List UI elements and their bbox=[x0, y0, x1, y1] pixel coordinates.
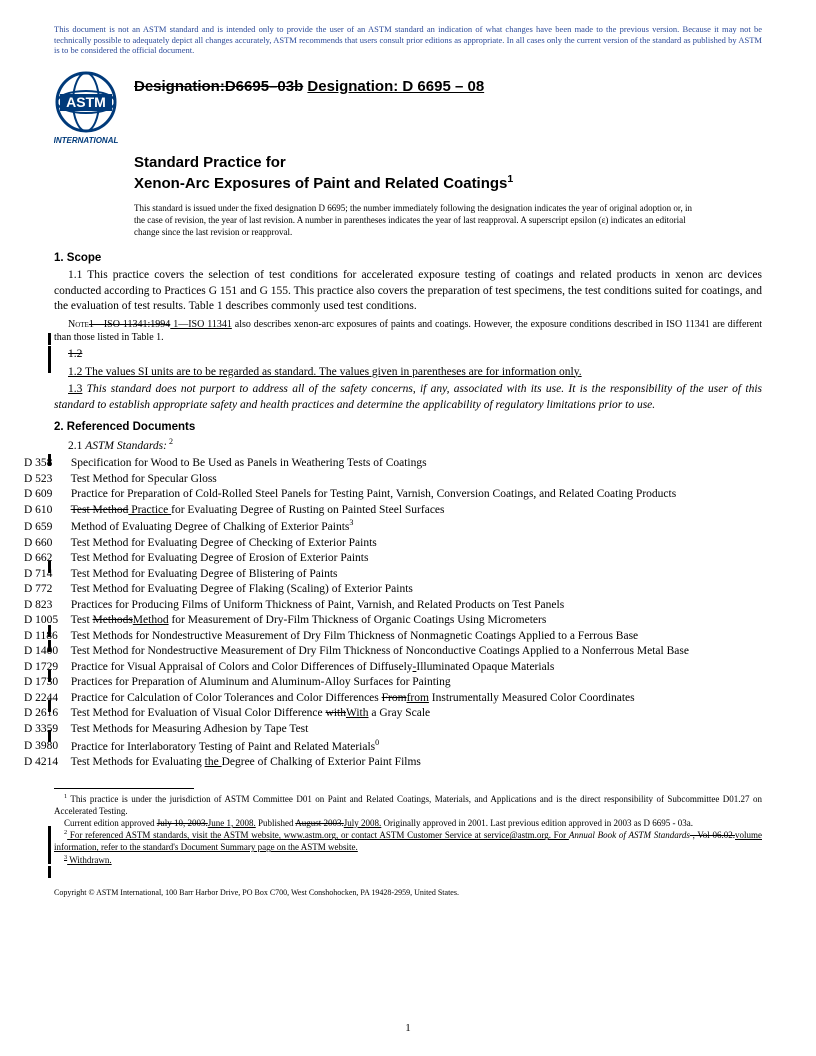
revision-bar bbox=[48, 454, 51, 466]
reference-item: D 1186 Test Methods for Nondestructive M… bbox=[68, 629, 762, 645]
revision-bar bbox=[48, 866, 51, 878]
reference-item: D 610 Test Method Practice for Evaluatin… bbox=[68, 503, 762, 519]
revision-bar bbox=[48, 561, 51, 573]
revision-bar bbox=[48, 640, 51, 652]
scope-1-1: 1.1 This practice covers the selection o… bbox=[54, 268, 762, 315]
title-block: Standard Practice for Xenon-Arc Exposure… bbox=[134, 154, 762, 194]
note-1: Note1—ISO 11341:1994 1—ISO 11341 also de… bbox=[54, 318, 762, 344]
reference-item: D 1005 Test MethodsMethod for Measuremen… bbox=[68, 613, 762, 629]
reference-list: D 358 Specification for Wood to Be Used … bbox=[68, 456, 762, 770]
revision-bar bbox=[48, 625, 51, 637]
reference-item: D 3980 Practice for Interlaboratory Test… bbox=[68, 738, 762, 755]
top-disclaimer: This document is not an ASTM standard an… bbox=[54, 24, 762, 56]
issued-note: This standard is issued under the fixed … bbox=[134, 203, 694, 238]
svg-text:INTERNATIONAL: INTERNATIONAL bbox=[54, 136, 118, 145]
reference-item: D 358 Specification for Wood to Be Used … bbox=[68, 456, 762, 472]
revision-bar bbox=[48, 333, 51, 345]
reference-item: D 823 Practices for Producing Films of U… bbox=[68, 598, 762, 614]
refs-2-1: 2.1 ASTM Standards: 2 bbox=[54, 437, 762, 454]
copyright-line: Copyright © ASTM International, 100 Barr… bbox=[54, 888, 762, 897]
designation-line: Designation:D6695–03b Designation: D 669… bbox=[134, 78, 484, 95]
reference-item: D 659 Method of Evaluating Degree of Cha… bbox=[68, 518, 762, 535]
reference-item: D 1730 Practices for Preparation of Alum… bbox=[68, 675, 762, 691]
footnote-3: 3 Withdrawn. bbox=[54, 854, 762, 867]
revision-bar bbox=[48, 838, 51, 864]
page-number: 1 bbox=[0, 1022, 816, 1034]
old-designation: Designation:D6695–03b bbox=[134, 78, 303, 95]
reference-item: D 1400 Test Method for Nondestructive Me… bbox=[68, 644, 762, 660]
title-line-2: Xenon-Arc Exposures of Paint and Related… bbox=[134, 173, 762, 194]
revision-bar bbox=[48, 346, 51, 373]
reference-item: D 2616 Test Method for Evaluation of Vis… bbox=[68, 706, 762, 722]
reference-item: D 2244 Practice for Calculation of Color… bbox=[68, 691, 762, 707]
astm-logo: ASTM INTERNATIONAL bbox=[54, 70, 118, 148]
title-line-1: Standard Practice for bbox=[134, 154, 762, 173]
scope-1-3: 1.3 This standard does not purport to ad… bbox=[54, 382, 762, 413]
revision-bar bbox=[48, 826, 51, 838]
reference-item: D 1729 Practice for Visual Appraisal of … bbox=[68, 660, 762, 676]
reference-item: D 714 Test Method for Evaluating Degree … bbox=[68, 567, 762, 583]
revision-bar bbox=[48, 730, 51, 742]
header-row: ASTM INTERNATIONAL Designation:D6695–03b… bbox=[54, 70, 762, 148]
scope-heading: 1. Scope bbox=[54, 252, 762, 264]
reference-item: D 3359 Test Methods for Measuring Adhesi… bbox=[68, 722, 762, 738]
footnote-2: 2 For referenced ASTM standards, visit t… bbox=[54, 829, 762, 853]
revision-bar bbox=[48, 670, 51, 682]
refs-heading: 2. Referenced Documents bbox=[54, 421, 762, 433]
reference-item: D 609 Practice for Preparation of Cold-R… bbox=[68, 487, 762, 503]
footnote-rule bbox=[54, 788, 194, 789]
scope-1-2-new: 1.2 The values SI units are to be regard… bbox=[54, 365, 762, 381]
reference-item: D 4214 Test Methods for Evaluating the D… bbox=[68, 755, 762, 771]
svg-text:ASTM: ASTM bbox=[66, 94, 106, 110]
reference-item: D 660 Test Method for Evaluating Degree … bbox=[68, 536, 762, 552]
reference-item: D 772 Test Method for Evaluating Degree … bbox=[68, 582, 762, 598]
page-root: This document is not an ASTM standard an… bbox=[0, 0, 816, 927]
scope-1-2-old: 1.2 bbox=[54, 347, 762, 363]
reference-item: D 662 Test Method for Evaluating Degree … bbox=[68, 551, 762, 567]
reference-item: D 523 Test Method for Specular Gloss bbox=[68, 472, 762, 488]
footnote-1: 1 This practice is under the jurisdictio… bbox=[54, 793, 762, 817]
new-designation: Designation: D 6695 – 08 bbox=[307, 78, 484, 95]
revision-bar bbox=[48, 700, 51, 712]
footnote-1b: Current edition approved July 10, 2003.J… bbox=[54, 818, 762, 830]
